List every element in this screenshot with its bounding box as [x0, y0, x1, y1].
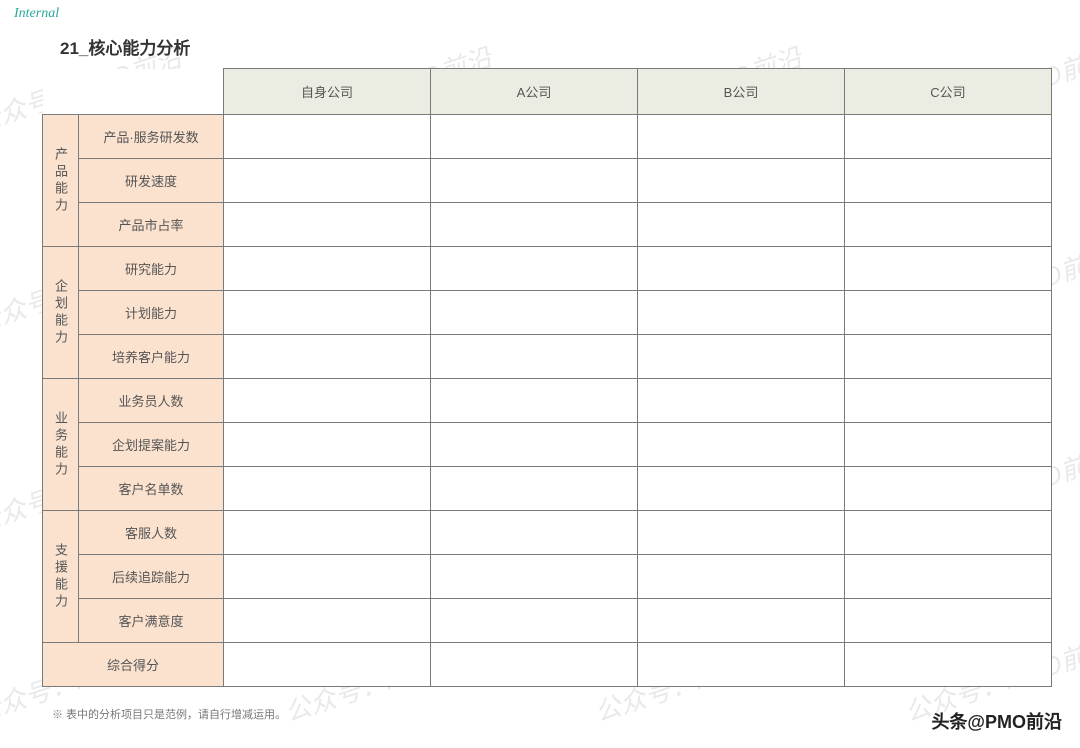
data-cell [431, 159, 638, 203]
data-cell [431, 247, 638, 291]
col-header-b: B公司 [638, 69, 845, 115]
data-cell [431, 643, 638, 687]
data-cell [845, 247, 1052, 291]
footnote: ※ 表中的分析项目只是范例，请自行增减运用。 [52, 706, 286, 722]
data-cell [845, 379, 1052, 423]
group-label-product: 产品能力 [43, 115, 79, 247]
attribution: 头条@PMO前沿 [931, 708, 1062, 734]
data-cell [638, 555, 845, 599]
table-header-row: 自身公司 A公司 B公司 C公司 [43, 69, 1052, 115]
data-cell [638, 247, 845, 291]
corner-blank [43, 69, 224, 115]
data-cell [431, 291, 638, 335]
data-cell [845, 159, 1052, 203]
item-label: 客服人数 [79, 511, 224, 555]
data-cell [431, 511, 638, 555]
group-label-planning: 企划能力 [43, 247, 79, 379]
data-cell [638, 511, 845, 555]
item-label: 计划能力 [79, 291, 224, 335]
data-cell [638, 643, 845, 687]
data-cell [431, 115, 638, 159]
table-row: 客户名单数 [43, 467, 1052, 511]
table-row: 计划能力 [43, 291, 1052, 335]
table-row: 研发速度 [43, 159, 1052, 203]
data-cell [845, 599, 1052, 643]
capability-analysis-table: 自身公司 A公司 B公司 C公司 产品能力 产品·服务研发数 研发速度 产品市占… [42, 68, 1052, 687]
data-cell [224, 335, 431, 379]
item-label: 研发速度 [79, 159, 224, 203]
data-cell [638, 467, 845, 511]
group-label-business: 业务能力 [43, 379, 79, 511]
data-cell [224, 379, 431, 423]
data-cell [638, 423, 845, 467]
data-cell [845, 467, 1052, 511]
item-label: 后续追踪能力 [79, 555, 224, 599]
data-cell [224, 511, 431, 555]
data-cell [431, 203, 638, 247]
data-cell [224, 467, 431, 511]
data-cell [224, 555, 431, 599]
data-cell [431, 467, 638, 511]
table-row: 企划提案能力 [43, 423, 1052, 467]
data-cell [431, 379, 638, 423]
internal-label: Internal [14, 6, 59, 22]
data-cell [638, 115, 845, 159]
col-header-a: A公司 [431, 69, 638, 115]
group-label-support: 支援能力 [43, 511, 79, 643]
item-label: 企划提案能力 [79, 423, 224, 467]
data-cell [638, 203, 845, 247]
data-cell [224, 423, 431, 467]
table-row: 培养客户能力 [43, 335, 1052, 379]
data-cell [845, 115, 1052, 159]
data-cell [224, 203, 431, 247]
data-cell [431, 599, 638, 643]
table-row: 业务能力 业务员人数 [43, 379, 1052, 423]
item-label: 培养客户能力 [79, 335, 224, 379]
data-cell [845, 555, 1052, 599]
page-title: 21_核心能力分析 [60, 34, 190, 59]
table-row: 企划能力 研究能力 [43, 247, 1052, 291]
col-header-self: 自身公司 [224, 69, 431, 115]
data-cell [224, 247, 431, 291]
data-cell [224, 291, 431, 335]
table-row: 产品能力 产品·服务研发数 [43, 115, 1052, 159]
data-cell [845, 511, 1052, 555]
data-cell [224, 115, 431, 159]
summary-label: 综合得分 [43, 643, 224, 687]
item-label: 产品市占率 [79, 203, 224, 247]
item-label: 研究能力 [79, 247, 224, 291]
data-cell [845, 423, 1052, 467]
item-label: 业务员人数 [79, 379, 224, 423]
data-cell [431, 423, 638, 467]
data-cell [845, 291, 1052, 335]
table-row: 后续追踪能力 [43, 555, 1052, 599]
data-cell [224, 159, 431, 203]
data-cell [845, 203, 1052, 247]
data-cell [431, 555, 638, 599]
data-cell [224, 643, 431, 687]
data-cell [224, 599, 431, 643]
data-cell [638, 291, 845, 335]
summary-row: 综合得分 [43, 643, 1052, 687]
table-row: 产品市占率 [43, 203, 1052, 247]
data-cell [638, 599, 845, 643]
data-cell [845, 335, 1052, 379]
data-cell [845, 643, 1052, 687]
data-cell [638, 379, 845, 423]
data-cell [638, 335, 845, 379]
table-row: 客户满意度 [43, 599, 1052, 643]
data-cell [638, 159, 845, 203]
table-row: 支援能力 客服人数 [43, 511, 1052, 555]
data-cell [431, 335, 638, 379]
col-header-c: C公司 [845, 69, 1052, 115]
item-label: 客户满意度 [79, 599, 224, 643]
item-label: 客户名单数 [79, 467, 224, 511]
item-label: 产品·服务研发数 [79, 115, 224, 159]
